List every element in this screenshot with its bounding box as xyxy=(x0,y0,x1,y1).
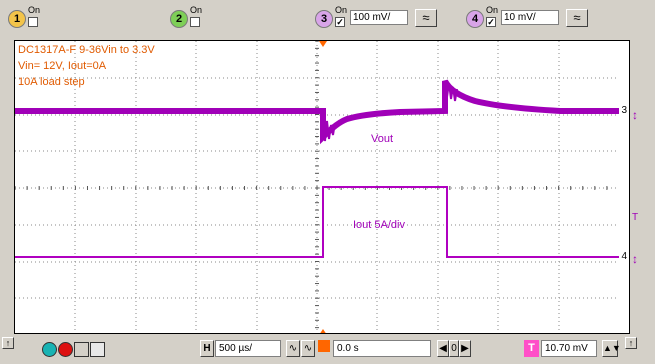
channel-3-coupling-button[interactable]: ≈ xyxy=(415,9,437,27)
channel-4-button[interactable]: 4 xyxy=(466,10,484,28)
scope-display: DC1317A-F 9-36Vin to 3.3V Vin= 12V, Iout… xyxy=(14,40,630,334)
print-icon[interactable] xyxy=(90,342,105,357)
record-icon[interactable] xyxy=(58,342,73,357)
delay-right-button[interactable]: ▶ xyxy=(459,340,471,357)
channel-4-on-checkbox[interactable]: ✓ xyxy=(486,17,496,27)
channel-2-button[interactable]: 2 xyxy=(170,10,188,28)
channel-3-offset-handle[interactable]: ↕ xyxy=(632,108,638,122)
scope-grid-and-traces xyxy=(15,41,619,333)
timebase-field[interactable]: 500 µs/ xyxy=(215,340,281,357)
delay-marker-icon xyxy=(318,340,330,352)
timebase-fine-button[interactable]: ∿ xyxy=(286,340,300,357)
channel-4-scale-field[interactable]: 10 mV/ xyxy=(501,10,559,25)
channel-4-ground-marker: 4 xyxy=(621,251,627,262)
channel-1-button[interactable]: 1 xyxy=(8,10,26,28)
trigger-level-field[interactable]: 10.70 mV xyxy=(541,340,597,357)
right-arrow-up-button[interactable]: ↑ xyxy=(625,337,637,349)
channel-3-on-label: On xyxy=(335,5,348,15)
delay-zero-button[interactable]: 0 xyxy=(449,340,459,357)
channel-3-scale-field[interactable]: 100 mV/ xyxy=(350,10,408,25)
trigger-position-marker-top xyxy=(319,41,327,47)
annotation-load-step: 10A load step xyxy=(18,76,85,88)
channel-3-button[interactable]: 3 xyxy=(315,10,333,28)
timebase-toolbar: ↑ H 500 µs/ ∿ ∿ 0.0 s ◀ 0 ▶ T 10.70 mV ▲… xyxy=(0,335,655,364)
delay-left-button[interactable]: ◀ xyxy=(437,340,449,357)
channel-1-on-checkbox[interactable] xyxy=(28,17,38,27)
channel-2-on-checkbox[interactable] xyxy=(190,17,200,27)
channel-3-on-checkbox[interactable]: ✓ xyxy=(335,17,345,27)
annotation-title: DC1317A-F 9-36Vin to 3.3V xyxy=(18,44,155,56)
channel-toolbar: 1 On 2 On 3 On ✓ 100 mV/ ≈ 4 On ✓ 10 mV/… xyxy=(0,0,655,38)
channel-3-ground-marker: 3 xyxy=(621,105,627,116)
vout-trace-noise xyxy=(322,82,458,142)
timebase-coarse-button[interactable]: ∿ xyxy=(301,340,315,357)
left-arrow-up-button[interactable]: ↑ xyxy=(2,337,14,349)
channel-4-on-label: On xyxy=(486,5,499,15)
annotation-conditions: Vin= 12V, Iout=0A xyxy=(18,60,107,72)
trigger-t-button[interactable]: T xyxy=(524,340,539,357)
trigger-position-marker-bottom xyxy=(320,329,326,333)
save-icon[interactable] xyxy=(74,342,89,357)
channel-2-on-label: On xyxy=(190,5,203,15)
channel-4-offset-handle[interactable]: ↕ xyxy=(632,252,638,266)
timebase-h-button[interactable]: H xyxy=(200,340,214,357)
channel-4-coupling-button[interactable]: ≈ xyxy=(566,9,588,27)
channel-1-on-label: On xyxy=(28,5,41,15)
vout-label: Vout xyxy=(371,133,394,145)
vout-trace xyxy=(15,79,619,145)
graticule xyxy=(15,41,619,333)
delay-field[interactable]: 0.0 s xyxy=(333,340,431,357)
trigger-level-stepper[interactable]: ▲▼ xyxy=(602,340,621,357)
run-toggle-icon[interactable] xyxy=(42,342,57,357)
iout-label: Iout 5A/div xyxy=(353,219,405,231)
trigger-level-marker[interactable]: T xyxy=(632,212,639,223)
iout-trace xyxy=(15,186,619,258)
